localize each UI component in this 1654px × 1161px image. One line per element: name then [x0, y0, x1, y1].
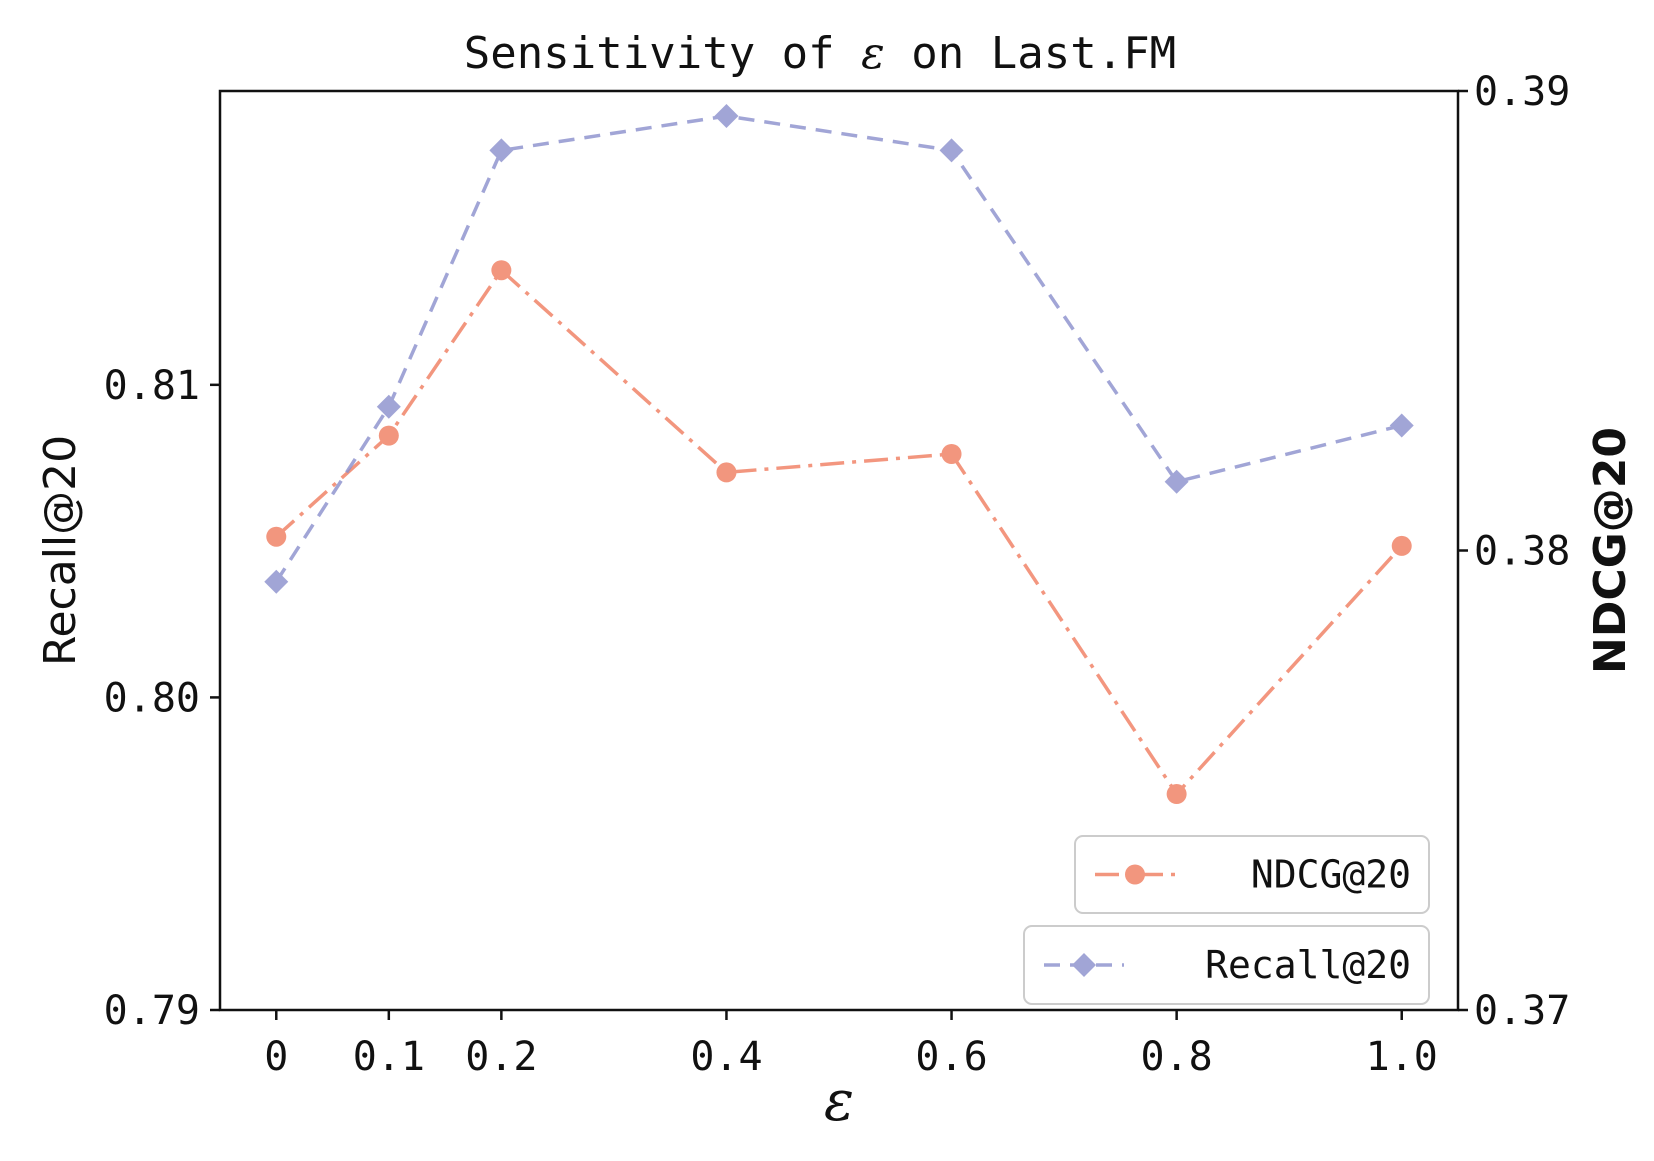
- data-point-recall20: [489, 138, 514, 163]
- legend-box: [1074, 835, 1430, 914]
- legend-entry-ndcg20: NDCG@20: [1074, 835, 1430, 914]
- data-point-recall20: [264, 569, 289, 594]
- x-tick-label: 0.4: [690, 1034, 762, 1080]
- data-point-ndcg20: [716, 462, 737, 483]
- y-right-axis-ticks: 0.37 0.38 0.39: [1458, 69, 1570, 1034]
- x-axis-label: ε: [824, 1069, 854, 1134]
- y-right-tick-label: 0.38: [1474, 529, 1570, 575]
- data-point-recall20: [714, 104, 739, 129]
- legend-label: Recall@20: [1205, 943, 1411, 987]
- x-tick-label: 0.1: [353, 1034, 425, 1080]
- data-point-recall20: [1389, 413, 1414, 438]
- legend-marker: [1072, 953, 1096, 977]
- x-axis-ticks: 0 0.1 0.2 0.4 0.6 0.8 1.0: [264, 1010, 1438, 1080]
- data-point-ndcg20: [1391, 535, 1412, 556]
- y-left-tick-label: 0.81: [104, 363, 200, 409]
- x-tick-label: 0: [264, 1034, 288, 1080]
- y-left-tick-label: 0.80: [104, 675, 200, 721]
- data-point-ndcg20: [1166, 784, 1187, 805]
- legend: NDCG@20 Recall@20: [1023, 835, 1430, 1005]
- data-point-ndcg20: [941, 444, 962, 465]
- data-point-recall20: [376, 394, 401, 419]
- data-point-recall20: [1164, 469, 1189, 494]
- y-right-axis-label: NDCG@20: [1585, 427, 1636, 674]
- x-tick-label: 0.8: [1141, 1034, 1213, 1080]
- x-tick-label: 0.6: [915, 1034, 987, 1080]
- series-ndcg20: [266, 260, 1412, 805]
- legend-swatch: [1095, 864, 1175, 885]
- series-layer: [264, 104, 1414, 805]
- y-left-tick-label: 0.79: [104, 988, 200, 1034]
- data-point-recall20: [939, 138, 964, 163]
- chart-title-symbol: ε: [861, 28, 885, 79]
- chart-title-suffix: on Last.FM: [885, 28, 1176, 79]
- chart-title-prefix: Sensitivity of: [464, 28, 861, 79]
- data-point-ndcg20: [491, 260, 512, 281]
- series-recall20: [264, 104, 1414, 594]
- legend-swatch: [1044, 953, 1124, 977]
- x-tick-label: 0.2: [465, 1034, 537, 1080]
- legend-label: NDCG@20: [1251, 853, 1411, 897]
- legend-marker: [1125, 864, 1145, 885]
- y-right-tick-label: 0.39: [1474, 69, 1570, 115]
- series-line-ndcg20: [275, 267, 1404, 797]
- data-point-ndcg20: [266, 526, 287, 547]
- y-left-axis-ticks: 0.79 0.80 0.81: [104, 363, 220, 1034]
- legend-entry-recall20: Recall@20: [1023, 925, 1430, 1005]
- y-left-axis-label: Recall@20: [35, 435, 86, 666]
- y-right-tick-label: 0.37: [1474, 988, 1570, 1034]
- chart-title: Sensitivity of ε on Last.FM: [464, 28, 1176, 79]
- x-tick-label: 1.0: [1366, 1034, 1438, 1080]
- data-point-ndcg20: [378, 425, 399, 446]
- legend-box: [1023, 925, 1430, 1005]
- series-line-recall20: [274, 114, 1403, 583]
